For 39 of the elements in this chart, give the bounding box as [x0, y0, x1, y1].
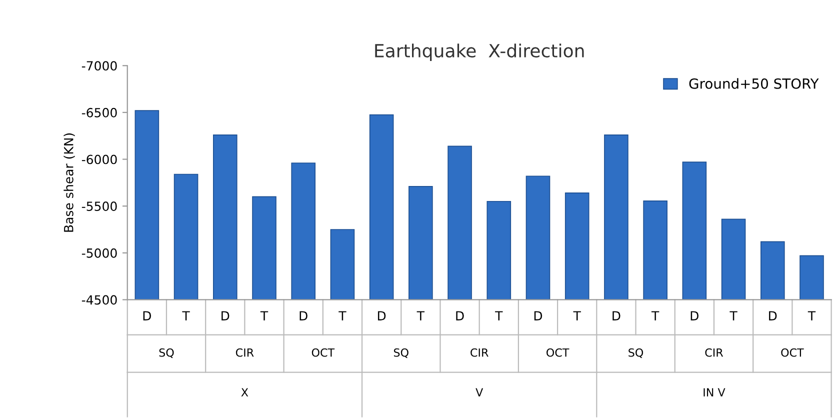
x-tick-label: T [808, 311, 816, 320]
y-tick-label: -6000 [82, 154, 117, 164]
chart-title: Earthquake X-direction [375, 44, 584, 62]
x-tick-label: D [534, 311, 542, 320]
y-axis-title: Base shear (KN) [64, 133, 75, 232]
text: CIR [705, 348, 724, 357]
x-tick-label: T [730, 311, 738, 320]
x-tick-label: D [378, 311, 386, 320]
x-tick-label: T [260, 311, 268, 320]
x-tick-label: D [456, 311, 464, 320]
text: OCT [546, 348, 570, 357]
text: OCT [781, 348, 804, 357]
x-tick-label: D [769, 311, 777, 320]
x-tick-label: T [495, 311, 503, 320]
x-tick-label: D [300, 311, 308, 320]
text: CIR [470, 348, 488, 357]
x-tick-label: D [690, 311, 698, 320]
text: SQ [628, 348, 644, 358]
x-tick-label: T [416, 311, 425, 320]
y-tick-label: -5500 [82, 202, 117, 211]
text: X [241, 388, 248, 396]
x-tick-label: D [143, 311, 152, 320]
y-tick-label: -7000 [82, 61, 117, 71]
text: IN V [704, 388, 726, 396]
text: SQ [394, 348, 408, 358]
y-tick-label: -4500 [82, 295, 117, 305]
y-tick-label: -6500 [82, 108, 117, 118]
x-tick-label: T [651, 311, 660, 320]
x-tick-label: D [222, 311, 230, 320]
text: V [476, 388, 484, 396]
x-tick-label: T [338, 311, 346, 320]
y-tick-label: -5000 [82, 248, 117, 258]
x-tick-label: T [182, 311, 190, 320]
x-tick-label: D [612, 311, 620, 320]
text: CIR [236, 348, 254, 357]
legend-label: Ground+50 STORY [689, 78, 819, 89]
text: SQ [159, 348, 174, 358]
text: OCT [312, 348, 335, 357]
x-tick-label: T [573, 311, 581, 320]
